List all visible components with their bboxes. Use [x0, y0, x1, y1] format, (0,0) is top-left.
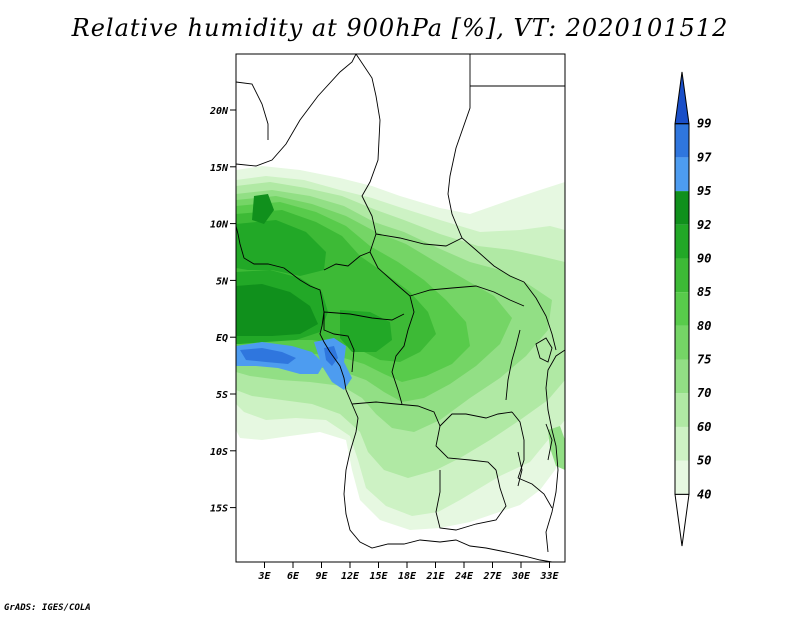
borders: [236, 54, 565, 562]
lon-tick-label: 18E: [398, 571, 417, 582]
lon-tick-label: 9E: [315, 571, 328, 582]
colorbar-label: 95: [697, 184, 711, 198]
colorbar-label: 92: [697, 218, 711, 232]
colorbar-bin: [675, 325, 689, 360]
lon-tick-label: 3E: [257, 571, 271, 582]
colorbar-high-arrow: [674, 71, 690, 125]
lat-tick-label: 10N: [210, 220, 229, 231]
lat-tick-label: 5N: [216, 276, 229, 287]
humidity-field: [236, 166, 565, 530]
rh-field-92: [236, 194, 318, 336]
colorbar-bin: [675, 292, 689, 326]
border-lines: [236, 54, 565, 531]
lon-tick-label: 6E: [287, 571, 300, 582]
colorbar-bin: [675, 258, 689, 293]
lat-axis: 20N 15N 10N 5N EQ 5S 10S 15S: [209, 106, 236, 515]
lat-tick-label: EQ: [216, 333, 228, 344]
colorbar-outline: [674, 123, 690, 495]
lon-tick-label: 24E: [454, 571, 474, 582]
colorbar: 40 50 60 70 75 80 85 90 92 95 97 99: [674, 71, 712, 547]
lon-tick-label: 12E: [341, 571, 360, 582]
colorbar-label: 75: [697, 353, 711, 367]
credit-text: GrADS: IGES/COLA: [4, 603, 91, 613]
colorbar-label: 70: [697, 386, 711, 400]
lon-tick-label: 30E: [511, 571, 531, 582]
colorbar-bin: [675, 460, 689, 495]
colorbar-label: 90: [697, 251, 711, 265]
lon-axis-labels: 3E 6E 9E 12E 15E 18E 21E 24E 27E 30E 33E: [257, 562, 560, 582]
colorbar-label: 60: [697, 420, 711, 434]
lat-tick-label: 15S: [210, 504, 228, 515]
colorbar-bin: [675, 191, 689, 225]
colorbar-bin: [675, 224, 689, 259]
lon-tick-label: 33E: [539, 571, 559, 582]
lake-lines: [505, 329, 553, 487]
colorbar-bin: [675, 157, 689, 192]
coastline-east: [545, 349, 565, 553]
lat-tick-label: 20N: [209, 106, 229, 117]
colorbar-bin: [675, 123, 689, 158]
lon-tick-label: 27E: [482, 571, 502, 582]
colorbar-label: 85: [697, 285, 711, 299]
rh-field-97: [240, 346, 338, 366]
lat-tick-label: 10S: [210, 447, 228, 458]
colorbar-label: 40: [697, 487, 711, 501]
colorbar-bin: [675, 426, 689, 461]
colorbar-low-arrow: [674, 493, 690, 547]
coastline-west: [236, 225, 553, 562]
lon-tick-label: 21E: [425, 571, 445, 582]
lon-tick-label: 15E: [369, 571, 388, 582]
lat-tick-label: 15N: [210, 163, 229, 174]
chart-title: Relative humidity at 900hPa [%], VT: 202…: [71, 14, 729, 42]
colorbar-label: 99: [697, 117, 711, 131]
colorbar-bin: [675, 393, 689, 427]
map-frame: [235, 53, 566, 563]
colorbar-label: 97: [697, 150, 712, 164]
colorbar-bin: [675, 359, 689, 394]
colorbar-label: 50: [697, 454, 711, 468]
lat-tick-label: 5S: [216, 390, 228, 401]
colorbar-label: 80: [697, 319, 711, 333]
